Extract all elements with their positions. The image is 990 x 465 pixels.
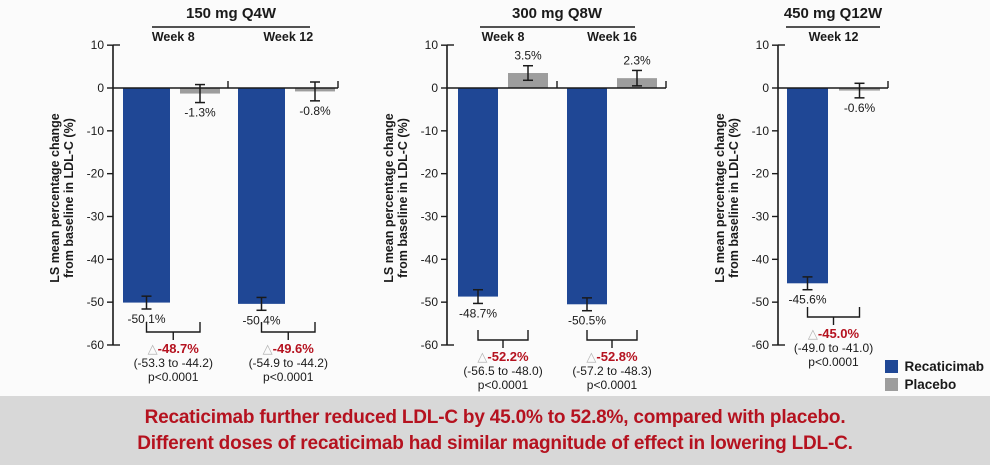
bar-recaticimab bbox=[567, 88, 607, 305]
placebo-value-label: -0.6% bbox=[844, 101, 876, 115]
placebo-value-label: -0.8% bbox=[299, 104, 331, 118]
y-tick-label: -50 bbox=[752, 295, 770, 309]
placebo-value-label: 2.3% bbox=[623, 53, 651, 67]
week-label: Week 12 bbox=[263, 30, 313, 44]
panel-title: 150 mg Q4W bbox=[186, 5, 277, 22]
chart-panel-450mg-q12w: 450 mg Q12W 10 0 -10 -20 -30 -40 -50 -60 LS mean … bbox=[713, 5, 889, 369]
week-label: Week 12 bbox=[809, 30, 859, 44]
difference-label: △-45.0% bbox=[808, 326, 860, 341]
y-tick-label: -40 bbox=[752, 252, 770, 266]
y-tick-label: -10 bbox=[421, 124, 439, 138]
confidence-interval-label: (-54.9 to -44.2) bbox=[249, 356, 328, 370]
y-axis-label: from baseline in LDL-C (%) bbox=[62, 118, 76, 278]
chart-panel-300mg-q8w: 300 mg Q8W 10 0 -10 -20 -30 -40 -50 -60 LS mean p… bbox=[382, 5, 667, 392]
placebo-swatch-icon bbox=[885, 378, 899, 391]
p-value-label: p<0.0001 bbox=[148, 370, 199, 384]
comparison-bracket bbox=[260, 322, 316, 340]
y-tick-label: -20 bbox=[87, 167, 105, 181]
y-tick-label: 10 bbox=[91, 38, 105, 52]
comparison-bracket bbox=[806, 307, 861, 325]
p-value-label: p<0.0001 bbox=[478, 378, 529, 392]
y-tick-label: -60 bbox=[87, 338, 105, 352]
legend: Recaticimab Placebo bbox=[885, 359, 984, 392]
confidence-interval-label: (-49.0 to -41.0) bbox=[794, 341, 873, 355]
y-tick-label: -40 bbox=[421, 252, 439, 266]
y-tick-label: 0 bbox=[762, 81, 769, 95]
bar-recaticimab bbox=[787, 88, 828, 284]
panel-title: 300 mg Q8W bbox=[512, 5, 603, 22]
difference-label: △-52.8% bbox=[586, 349, 638, 364]
y-tick-label: -10 bbox=[752, 124, 770, 138]
p-value-label: p<0.0001 bbox=[263, 370, 314, 384]
comparison-bracket bbox=[477, 330, 529, 348]
y-tick-label: -20 bbox=[421, 167, 439, 181]
y-tick-label: 10 bbox=[425, 38, 439, 52]
confidence-interval-label: (-56.5 to -48.0) bbox=[463, 364, 542, 378]
y-axis-label: LS mean percentage change bbox=[713, 113, 727, 283]
banner-line2: Different doses of recaticimab had simil… bbox=[137, 432, 853, 454]
y-tick-label: -10 bbox=[87, 124, 105, 138]
p-value-label: p<0.0001 bbox=[808, 355, 859, 369]
legend-label-placebo: Placebo bbox=[904, 377, 957, 392]
y-tick-label: -60 bbox=[752, 338, 770, 352]
bar-recaticimab bbox=[238, 88, 285, 304]
y-tick-label: -40 bbox=[87, 252, 105, 266]
y-tick-label: -50 bbox=[87, 295, 105, 309]
y-tick-label: -50 bbox=[421, 295, 439, 309]
chart-panel-150mg-q4w: 150 mg Q4W 10 0 -10 -20 -30 -40 -50 -60 LS mean p… bbox=[48, 5, 339, 384]
charts-row: 150 mg Q4W 10 0 -10 -20 -30 -40 -50 -60 LS mean p… bbox=[48, 5, 984, 392]
bar-recaticimab bbox=[123, 88, 170, 303]
week-label: Week 8 bbox=[482, 30, 525, 44]
week-label: Week 16 bbox=[587, 30, 637, 44]
bar-recaticimab bbox=[458, 88, 498, 297]
recaticimab-value-label: -48.7% bbox=[459, 306, 497, 320]
y-axis-label: LS mean percentage change bbox=[48, 113, 62, 283]
difference-label: △-48.7% bbox=[148, 341, 200, 356]
y-tick-label: 0 bbox=[431, 81, 438, 95]
y-axis-label: from baseline in LDL-C (%) bbox=[396, 118, 410, 278]
y-tick-label: -20 bbox=[752, 167, 770, 181]
y-axis-label: from baseline in LDL-C (%) bbox=[727, 118, 741, 278]
y-tick-label: -30 bbox=[752, 209, 770, 223]
y-tick-label: -30 bbox=[421, 209, 439, 223]
placebo-value-label: 3.5% bbox=[514, 49, 542, 63]
difference-label: △-49.6% bbox=[263, 341, 315, 356]
legend-item-recaticimab: Recaticimab bbox=[885, 359, 984, 374]
summary-banner: Recaticimab further reduced LDL-C by 45.… bbox=[0, 396, 990, 465]
confidence-interval-label: (-53.3 to -44.2) bbox=[134, 356, 213, 370]
difference-label: △-52.2% bbox=[477, 349, 529, 364]
y-tick-label: -30 bbox=[87, 209, 105, 223]
placebo-value-label: -1.3% bbox=[184, 106, 216, 120]
recaticimab-swatch-icon bbox=[885, 360, 899, 373]
y-tick-label: -60 bbox=[421, 338, 439, 352]
recaticimab-value-label: -50.5% bbox=[568, 314, 606, 328]
legend-label-recaticimab: Recaticimab bbox=[904, 359, 984, 374]
banner-line1: Recaticimab further reduced LDL-C by 45.… bbox=[144, 406, 846, 428]
y-tick-label: 0 bbox=[97, 81, 104, 95]
legend-item-placebo: Placebo bbox=[885, 377, 984, 392]
recaticimab-value-label: -50.1% bbox=[127, 312, 165, 326]
comparison-bracket bbox=[145, 322, 201, 340]
recaticimab-value-label: -50.4% bbox=[242, 313, 280, 327]
panel-title: 450 mg Q12W bbox=[784, 5, 883, 22]
y-tick-label: 10 bbox=[756, 38, 770, 52]
week-label: Week 8 bbox=[152, 30, 195, 44]
y-axis-label: LS mean percentage change bbox=[382, 113, 396, 283]
comparison-bracket bbox=[586, 330, 638, 348]
p-value-label: p<0.0001 bbox=[587, 378, 638, 392]
confidence-interval-label: (-57.2 to -48.3) bbox=[572, 364, 651, 378]
recaticimab-value-label: -45.6% bbox=[788, 293, 826, 307]
